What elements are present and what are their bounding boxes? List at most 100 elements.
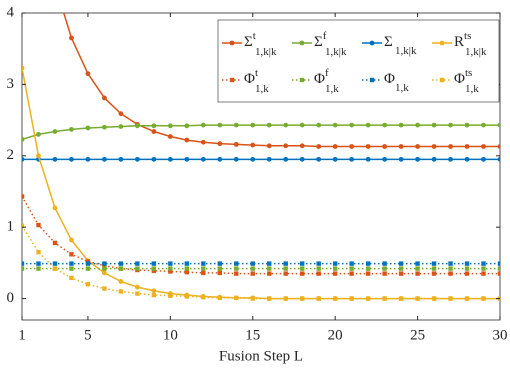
marker (118, 156, 124, 162)
marker (102, 286, 107, 291)
marker (267, 271, 272, 276)
marker (365, 271, 371, 276)
marker (481, 122, 486, 128)
legend-sub: 1,k (255, 83, 269, 95)
marker (398, 296, 404, 301)
marker (332, 156, 338, 162)
marker (448, 144, 453, 149)
marker (365, 156, 371, 162)
marker (415, 296, 420, 301)
marker (369, 77, 375, 83)
marker (69, 237, 74, 243)
marker (365, 122, 371, 128)
marker (201, 261, 206, 266)
marker (151, 156, 157, 162)
marker (299, 156, 305, 162)
legend-sup: t (255, 67, 258, 79)
marker (415, 144, 420, 149)
marker (382, 266, 387, 271)
marker (464, 144, 470, 149)
marker (184, 266, 190, 271)
marker (201, 266, 206, 271)
marker (151, 129, 157, 134)
marker (349, 266, 354, 271)
marker (184, 269, 190, 275)
marker (69, 156, 74, 162)
marker (382, 122, 388, 128)
marker (365, 296, 371, 301)
legend-sub: 1,k (325, 83, 339, 95)
marker (369, 40, 375, 46)
marker (85, 261, 91, 266)
marker (299, 77, 305, 83)
marker (217, 122, 223, 128)
legend-label: Σt 1,k|k (244, 30, 277, 58)
marker (102, 124, 107, 130)
x-tick-label: 10 (163, 327, 178, 343)
marker (52, 266, 58, 271)
marker (184, 261, 190, 266)
marker (332, 261, 338, 266)
marker (464, 266, 470, 271)
marker (22, 266, 25, 271)
marker (134, 284, 140, 290)
marker (151, 123, 157, 129)
marker (266, 122, 272, 128)
marker (85, 71, 91, 77)
marker (448, 296, 453, 301)
marker (69, 35, 74, 41)
marker (22, 261, 25, 266)
marker (118, 261, 124, 266)
marker (250, 156, 256, 162)
marker (201, 294, 206, 300)
marker (497, 144, 500, 149)
marker (283, 261, 288, 266)
marker (250, 122, 256, 128)
marker (464, 122, 470, 128)
marker (36, 222, 41, 228)
legend-label: Σ1,k|k (384, 34, 417, 56)
x-tick-label: 25 (410, 327, 425, 343)
legend-label: Σf 1,k|k (314, 30, 347, 58)
marker (250, 266, 255, 271)
marker (316, 122, 322, 128)
marker (283, 266, 288, 271)
marker (382, 156, 388, 162)
y-tick-label: 0 (7, 290, 15, 306)
marker (229, 40, 235, 46)
x-tick-label: 5 (84, 327, 92, 343)
marker (184, 294, 190, 299)
x-axis-label: Fusion Step L (219, 348, 303, 364)
marker (217, 261, 222, 266)
marker (300, 271, 305, 276)
marker (52, 205, 58, 211)
marker (316, 156, 322, 162)
marker (102, 270, 107, 276)
marker (316, 266, 321, 271)
marker (36, 266, 41, 271)
marker (102, 266, 107, 271)
legend-label: Φt 1,k (244, 67, 269, 95)
marker (69, 266, 74, 271)
legend-sup: f (325, 67, 329, 79)
marker (234, 295, 239, 301)
marker (250, 261, 255, 266)
marker (349, 144, 355, 149)
marker (217, 266, 222, 271)
marker (85, 125, 91, 131)
marker (431, 261, 437, 266)
marker (36, 261, 41, 266)
marker (217, 295, 222, 301)
legend-sub: 1,k (395, 82, 409, 94)
x-tick-label: 30 (493, 327, 508, 343)
marker (464, 271, 470, 276)
marker (365, 266, 371, 271)
marker (439, 77, 445, 83)
y-tick-label: 3 (7, 76, 15, 92)
marker (497, 266, 500, 271)
marker (22, 223, 25, 228)
marker (168, 266, 173, 271)
marker (184, 123, 190, 129)
marker (250, 271, 255, 276)
